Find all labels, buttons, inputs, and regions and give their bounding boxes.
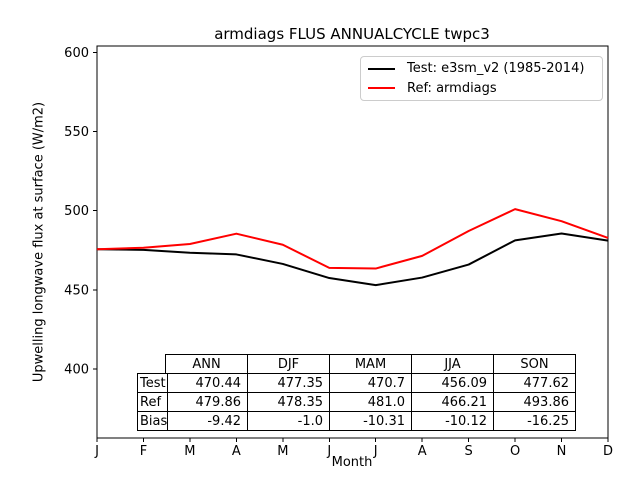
legend-entry-test: Test: e3sm_v2 (1985-2014) [368,59,594,78]
legend-label-ref: Ref: armdiags [407,80,497,96]
x-tick-label: D [603,444,613,459]
series-line-test [96,232,609,287]
x-tick-label: F [140,444,147,459]
x-axis-label: Month [331,455,373,470]
x-tick-label: A [418,444,427,459]
table-col-header: JJA [411,354,494,374]
table-cell: 478.35 [247,392,330,412]
y-tick-label: 550 [64,125,89,140]
ref-line-swatch [368,87,395,90]
legend: Test: e3sm_v2 (1985-2014) Ref: armdiags [360,56,603,101]
y-tick-label: 450 [64,283,89,298]
table-row: -9.42 -1.0 -10.31 -10.12 -16.25 [165,411,576,431]
table-row: 479.86 478.35 481.0 466.21 493.86 [165,392,576,412]
table-col-header: ANN [165,354,248,374]
table-cell: 470.44 [165,373,248,393]
table-cell: 470.7 [329,373,412,393]
x-tick-label: O [510,444,520,459]
table-cell: -16.25 [493,411,576,431]
table-col-header: SON [493,354,576,374]
table-row-header: Test [136,373,169,393]
x-tick-label: J [373,444,378,459]
axes-frame [96,45,609,439]
y-tick-label: 500 [64,204,89,219]
x-tick-label: M [184,444,195,459]
y-axis-label: Upwelling longwave flux at surface (W/m2… [31,101,47,383]
legend-entry-ref: Ref: armdiags [368,79,594,98]
table-cell: 466.21 [411,392,494,412]
chart-title: armdiags FLUS ANNUALCYCLE twpc3 [214,25,490,43]
table-cell: 481.0 [329,392,412,412]
table-cell: -1.0 [247,411,330,431]
x-tick-label: A [232,444,241,459]
x-tick-label: M [277,444,288,459]
table-cell: -9.42 [165,411,248,431]
table-row-header: Ref [136,392,169,412]
table-cell: -10.12 [411,411,494,431]
series-line-ref [96,208,609,270]
table-cell: 493.86 [493,392,576,412]
table-row-header: Bias [136,411,169,431]
stats-row-labels: Test Ref Bias [136,373,169,431]
legend-label-test: Test: e3sm_v2 (1985-2014) [407,61,585,77]
stats-table: ANN DJF MAM JJA SON 470.44 477.35 470.7 456.09 47… [165,354,576,431]
x-tick-label: S [465,444,473,459]
y-tick-label: 600 [64,46,89,61]
table-cell: 477.62 [493,373,576,393]
y-tick-label: 400 [64,363,89,378]
x-tick-label: J [94,444,99,459]
table-row: 470.44 477.35 470.7 456.09 477.62 [165,373,576,393]
test-line-swatch [368,67,395,70]
x-tick-label: J [326,444,331,459]
x-tick-label: N [557,444,567,459]
table-cell: 456.09 [411,373,494,393]
table-cell: 477.35 [247,373,330,393]
table-col-header: DJF [247,354,330,374]
table-cell: -10.31 [329,411,412,431]
table-cell: 479.86 [165,392,248,412]
table-col-header: MAM [329,354,412,374]
